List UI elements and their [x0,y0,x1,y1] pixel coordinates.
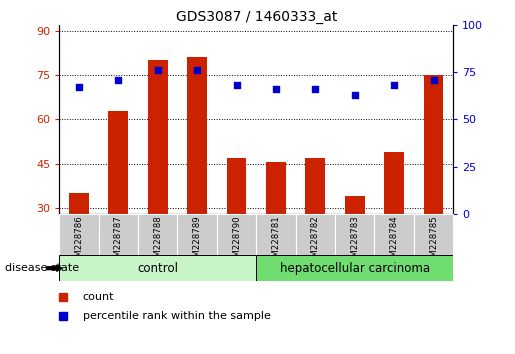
Bar [59,255,256,281]
Text: GSM228785: GSM228785 [429,215,438,268]
Point [153,67,162,73]
Bar [217,214,256,255]
Text: GSM228784: GSM228784 [390,215,399,268]
Text: GSM228786: GSM228786 [75,215,83,268]
Bar [69,193,89,214]
Point [75,85,83,90]
Bar [99,214,138,255]
Bar [345,196,365,214]
Bar [177,214,217,255]
Text: percentile rank within the sample: percentile rank within the sample [83,310,271,321]
Point [193,67,201,73]
Bar [374,214,414,255]
Bar [187,57,207,214]
Bar [227,158,246,214]
Text: hepatocellular carcinoma: hepatocellular carcinoma [280,262,430,275]
Text: GSM228788: GSM228788 [153,215,162,268]
Bar [256,214,296,255]
Bar [384,152,404,214]
Bar [256,255,453,281]
Text: GSM228781: GSM228781 [271,215,280,268]
Point [351,92,359,98]
Point [311,86,319,92]
Text: GSM228782: GSM228782 [311,215,320,268]
Bar [296,214,335,255]
Point [390,82,398,88]
Text: GSM228783: GSM228783 [350,215,359,268]
Point [272,86,280,92]
Bar [335,214,374,255]
Bar [305,158,325,214]
Bar [59,214,99,255]
Text: control: control [137,262,178,275]
Bar [414,214,453,255]
Bar [138,214,177,255]
Title: GDS3087 / 1460333_at: GDS3087 / 1460333_at [176,10,337,24]
Bar [266,162,286,214]
Text: GSM228790: GSM228790 [232,215,241,268]
Text: GSM228787: GSM228787 [114,215,123,268]
Point [232,82,241,88]
Text: GSM228789: GSM228789 [193,215,201,268]
Bar [148,60,167,214]
Bar [109,110,128,214]
Point [430,77,438,82]
Text: count: count [83,292,114,302]
Bar [424,75,443,214]
Text: disease state: disease state [5,263,79,273]
Point [114,77,123,82]
